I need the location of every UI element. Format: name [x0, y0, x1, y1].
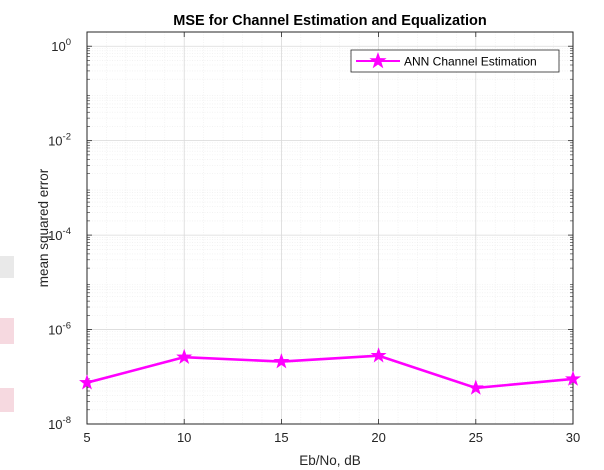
y-axis-label: mean squared error: [36, 168, 51, 287]
watermark-fragment: [0, 318, 14, 344]
plot-area: [87, 32, 573, 424]
legend-entry-label: ANN Channel Estimation: [404, 55, 537, 69]
legend: ANN Channel Estimation: [350, 49, 560, 73]
x-axis-label: Eb/No, dB: [299, 453, 361, 468]
y-tick-label: 10-6: [48, 321, 71, 338]
y-tick-labels: 100 10-2 10-4 10-6 10-8: [48, 37, 71, 432]
data-point-star: [565, 370, 581, 386]
data-point-star: [273, 353, 290, 369]
legend-box: [350, 49, 560, 73]
minor-grid: [87, 31, 573, 424]
y-tick-label: 10-2: [48, 132, 71, 149]
x-tick-label: 20: [371, 430, 385, 445]
x-tick-label: 5: [83, 430, 90, 445]
axis-ticks: [86, 31, 574, 425]
data-point-star: [467, 379, 484, 395]
watermark-fragment: [0, 388, 14, 412]
x-tick-labels: 5 10 15 20 25 30: [83, 430, 580, 445]
x-tick-label: 10: [177, 430, 191, 445]
watermark-fragment: [0, 256, 14, 278]
y-tick-label: 100: [51, 37, 71, 54]
series-line: [86, 354, 574, 390]
x-tick-label: 15: [274, 430, 288, 445]
data-point-star: [370, 347, 387, 363]
chart-title: MSE for Channel Estimation and Equalizat…: [173, 13, 486, 29]
series-layer: [79, 347, 581, 395]
y-tick-label: 10-8: [48, 415, 71, 432]
legend-star-marker: [369, 51, 387, 69]
plot-frame: [86, 31, 574, 425]
x-tick-label: 25: [469, 430, 483, 445]
data-point-star: [79, 374, 95, 390]
y-tick-label: 10-4: [48, 226, 71, 243]
x-tick-label: 30: [566, 430, 580, 445]
data-point-star: [176, 348, 193, 364]
